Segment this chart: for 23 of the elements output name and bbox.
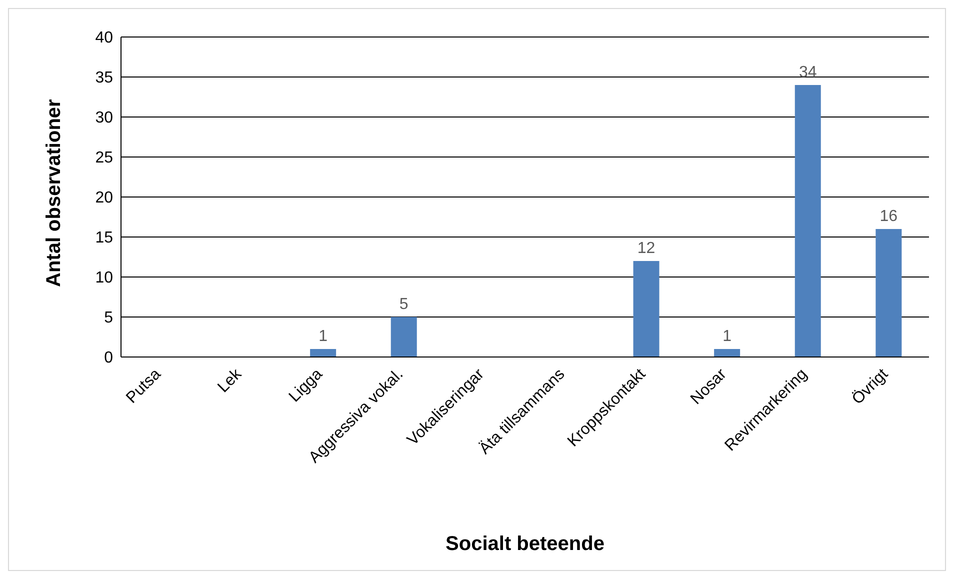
bar [633,261,660,357]
y-tick-label: 25 [95,150,114,167]
bar [876,229,902,357]
y-tick-label: 0 [104,350,114,367]
data-label: 12 [637,240,656,257]
bar [390,317,417,357]
data-label: 16 [880,208,898,225]
data-label: 5 [399,296,408,313]
bar [714,349,740,357]
x-tick-label: Lek [214,365,246,396]
data-label: 1 [318,328,328,345]
x-axis-title: Socialt beteende [446,533,604,555]
y-tick-label: 40 [95,30,114,47]
y-tick-label: 5 [104,310,114,327]
y-tick-label: 35 [95,70,114,87]
y-axis-title: Antal observationer [43,98,66,287]
y-tick-label: 10 [95,270,114,287]
bar [794,85,821,357]
y-tick-label: 15 [95,230,114,247]
bar [310,349,336,357]
y-tick-label: 30 [95,110,114,127]
y-tick-label: 20 [95,190,114,207]
data-label: 1 [722,328,732,345]
